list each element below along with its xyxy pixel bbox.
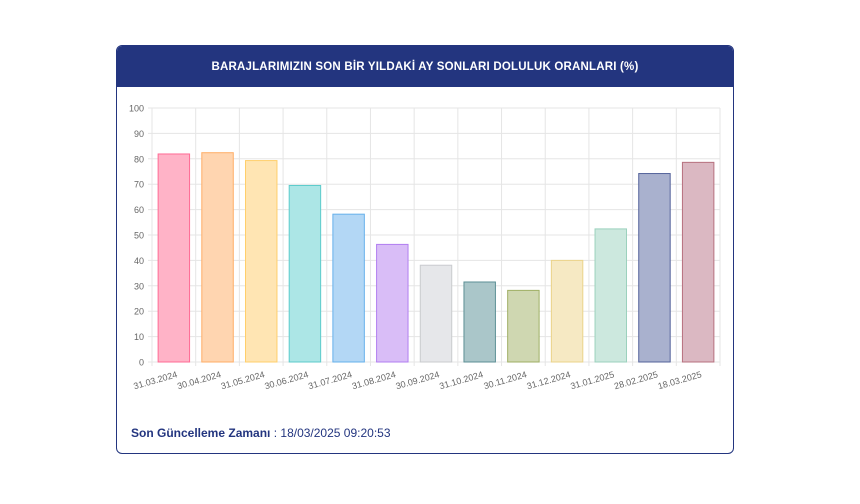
x-tick-label: 31.07.2024 [307, 369, 353, 391]
y-axis: 0 10 20 30 40 50 60 70 80 90 100 [129, 104, 144, 368]
y-tick-label: 0 [139, 358, 144, 368]
bar-31.01.2025[interactable] [594, 228, 627, 363]
y-tick-label: 20 [134, 307, 144, 317]
bar-28.02.2025[interactable] [638, 173, 671, 363]
bar-31.03.2024[interactable] [157, 153, 191, 363]
x-tick-label: 30.06.2024 [263, 369, 309, 391]
y-tick-label: 100 [129, 104, 144, 114]
x-tick-label: 31.01.2025 [569, 369, 615, 391]
bar-31.08.2024[interactable] [376, 243, 409, 363]
bar-31.07.2024[interactable] [332, 213, 365, 363]
last-update-separator: : [270, 426, 281, 440]
x-tick-label: 30.04.2024 [176, 369, 222, 391]
last-update: Son Güncelleme Zamanı : 18/03/2025 09:20… [131, 426, 391, 440]
last-update-label: Son Güncelleme Zamanı [131, 426, 271, 440]
x-axis: 31.03.202430.04.202431.05.202430.06.2024… [132, 369, 702, 391]
y-tick-label: 70 [134, 180, 144, 190]
y-tick-label: 50 [134, 231, 144, 241]
bar-31.12.2024[interactable] [550, 259, 584, 363]
x-tick-label: 30.09.2024 [394, 369, 440, 391]
y-tick-label: 60 [134, 205, 144, 215]
x-tick-label: 18.03.2025 [657, 369, 703, 391]
x-tick-label: 31.05.2024 [220, 369, 266, 391]
x-tick-label: 30.11.2024 [483, 369, 528, 391]
bar-30.09.2024[interactable] [419, 264, 453, 363]
x-tick-label: 31.08.2024 [351, 369, 397, 391]
last-update-value: 18/03/2025 09:20:53 [280, 426, 391, 440]
y-tick-label: 80 [134, 154, 144, 164]
bar-30.06.2024[interactable] [288, 184, 322, 363]
x-tick-label: 31.03.2024 [132, 369, 178, 391]
y-tick-label: 10 [134, 332, 144, 342]
y-tick-label: 90 [134, 129, 144, 139]
x-tick-label: 28.02.2025 [613, 369, 659, 391]
bar-chart: 0 10 20 30 40 50 60 70 80 90 100 31.03.202430.04.2… [129, 104, 721, 391]
bar-31.10.2024[interactable] [463, 281, 496, 363]
x-tick-label: 31.12.2024 [526, 369, 572, 391]
y-tick-label: 40 [134, 256, 144, 266]
bars [157, 152, 715, 363]
y-tick-label: 30 [134, 281, 144, 291]
bar-30.04.2024[interactable] [201, 152, 234, 363]
grid [148, 107, 721, 366]
bar-18.03.2025[interactable] [681, 161, 715, 363]
bar-30.11.2024[interactable] [507, 289, 540, 363]
card-title: BARAJLARIMIZIN SON BİR YILDAKİ AY SONLAR… [117, 46, 733, 87]
chart-card: BARAJLARIMIZIN SON BİR YILDAKİ AY SONLAR… [116, 45, 734, 454]
bar-31.05.2024[interactable] [245, 160, 278, 363]
x-tick-label: 31.10.2024 [438, 369, 484, 391]
